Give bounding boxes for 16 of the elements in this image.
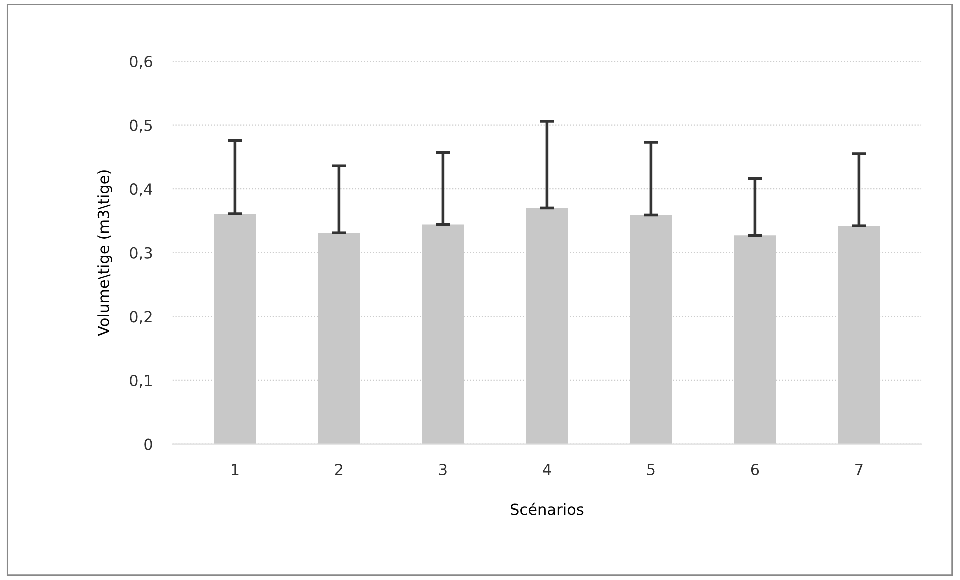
x-tick-label: 7 bbox=[856, 464, 863, 476]
x-tick-label: 4 bbox=[543, 464, 552, 476]
x-tick-label: 3 bbox=[440, 464, 447, 476]
y-tick-label: 0 bbox=[144, 438, 152, 450]
y-axis-title: Volume\tige (m3\tige) bbox=[98, 170, 112, 336]
x-tick-label: 1 bbox=[232, 464, 239, 476]
y-tick-label: 0,2 bbox=[130, 311, 152, 324]
y-tick-label: 0,5 bbox=[130, 120, 152, 133]
x-axis-title: Scénarios bbox=[511, 502, 584, 516]
x-tick-label: 2 bbox=[335, 464, 343, 476]
y-tick-label: 0,1 bbox=[130, 374, 152, 388]
y-tick-label: 0,4 bbox=[130, 184, 152, 197]
x-tick-label: 5 bbox=[648, 464, 655, 476]
y-tick-label: 0,6 bbox=[130, 56, 152, 70]
y-tick-label: 0,3 bbox=[130, 247, 152, 260]
x-tick-label: 6 bbox=[751, 464, 760, 476]
